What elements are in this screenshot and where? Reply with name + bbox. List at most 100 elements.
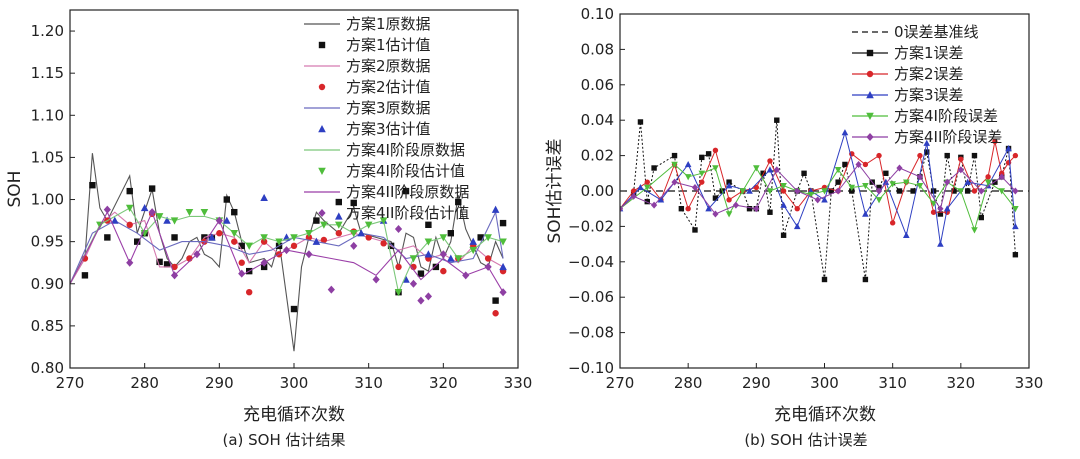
legend-label: 方案4II阶段原数据 — [346, 183, 469, 201]
y-tick-label: 0.06 — [581, 76, 614, 94]
data-point — [916, 173, 924, 181]
data-point — [290, 234, 298, 242]
data-point — [657, 196, 665, 203]
data-point — [223, 196, 230, 203]
data-point — [349, 230, 358, 238]
data-point — [746, 187, 753, 194]
data-point — [305, 230, 313, 238]
data-point — [499, 238, 507, 246]
y-tick-label: 1.00 — [31, 191, 64, 209]
y-tick-label: 0.80 — [31, 359, 64, 377]
x-tick-label: 330 — [1015, 374, 1044, 392]
legend-label: 方案3估计值 — [346, 120, 431, 138]
data-point — [231, 208, 238, 216]
data-point — [774, 117, 780, 123]
data-point — [930, 209, 937, 215]
data-point — [364, 221, 373, 229]
data-point — [275, 238, 283, 246]
data-point — [417, 270, 425, 277]
data-point — [134, 238, 141, 245]
data-point — [951, 188, 957, 194]
series-3 — [620, 129, 1019, 247]
data-point — [499, 288, 507, 297]
series-line — [620, 163, 1016, 232]
data-point — [1012, 152, 1019, 159]
x-tick-label: 270 — [56, 374, 85, 392]
data-point — [440, 267, 447, 275]
legend-label: 0误差基准线 — [894, 23, 979, 41]
data-point — [910, 188, 916, 194]
x-tick-label: 270 — [606, 374, 635, 392]
data-point — [492, 297, 499, 304]
x-tick-label: 280 — [130, 374, 159, 392]
data-point — [999, 170, 1005, 176]
data-point — [917, 152, 923, 159]
y-tick-label: 1.20 — [31, 22, 64, 40]
data-point — [780, 232, 787, 238]
data-point — [140, 203, 149, 212]
legend-item: 方案1误差 — [852, 44, 964, 62]
legend-marker — [318, 41, 326, 49]
data-point — [290, 305, 298, 313]
data-point — [712, 195, 719, 201]
data-point — [821, 188, 828, 195]
series-8 — [70, 210, 504, 293]
data-point — [937, 205, 944, 213]
data-point — [140, 230, 149, 238]
legend-label: 方案4II阶段误差 — [894, 128, 1002, 146]
data-point — [171, 263, 178, 271]
y-tick-label: −0.02 — [568, 217, 614, 235]
series-6 — [70, 207, 504, 294]
data-point — [215, 216, 223, 225]
data-point — [712, 210, 719, 218]
data-point — [916, 182, 924, 190]
data-point — [372, 275, 380, 284]
data-point — [684, 160, 692, 168]
data-point — [439, 234, 448, 242]
data-point — [793, 222, 801, 230]
data-point — [780, 182, 787, 190]
data-point — [126, 221, 133, 228]
y-tick-label: −0.06 — [568, 288, 614, 306]
series-5 — [620, 160, 1019, 218]
data-point — [971, 188, 978, 194]
data-point — [424, 238, 433, 246]
data-point — [698, 170, 706, 177]
data-point — [335, 212, 343, 220]
data-point — [455, 198, 462, 206]
data-point — [732, 201, 739, 209]
data-point — [454, 255, 463, 263]
data-point — [230, 230, 239, 238]
data-point — [104, 234, 111, 241]
data-point — [1005, 145, 1012, 152]
data-point — [402, 187, 410, 195]
data-point — [394, 225, 403, 234]
data-point — [821, 276, 828, 283]
data-point — [208, 233, 216, 241]
legend-label: 方案1估计值 — [346, 36, 431, 54]
legend-label: 方案1原数据 — [346, 15, 431, 33]
x-tick-label: 310 — [878, 374, 907, 392]
x-tick-label: 310 — [354, 374, 383, 392]
data-point — [753, 205, 760, 213]
y-tick-label: 0.04 — [581, 111, 614, 129]
data-point — [350, 199, 357, 207]
data-point — [492, 310, 499, 317]
data-point — [998, 188, 1006, 195]
data-point — [643, 184, 651, 191]
data-point — [875, 197, 883, 204]
data-point — [705, 205, 712, 212]
data-point — [855, 160, 862, 168]
data-point — [958, 156, 964, 162]
data-point — [841, 129, 849, 136]
caption-b: (b) SOH 估计误差 — [744, 431, 867, 449]
data-point — [835, 187, 842, 195]
legend-item: 0误差基准线 — [852, 23, 979, 41]
data-point — [260, 263, 268, 271]
data-point — [978, 214, 984, 221]
legend-label: 方案1误差 — [894, 44, 964, 62]
data-point — [692, 227, 698, 233]
data-point — [671, 161, 678, 168]
data-point — [780, 188, 787, 194]
data-point — [699, 179, 705, 185]
